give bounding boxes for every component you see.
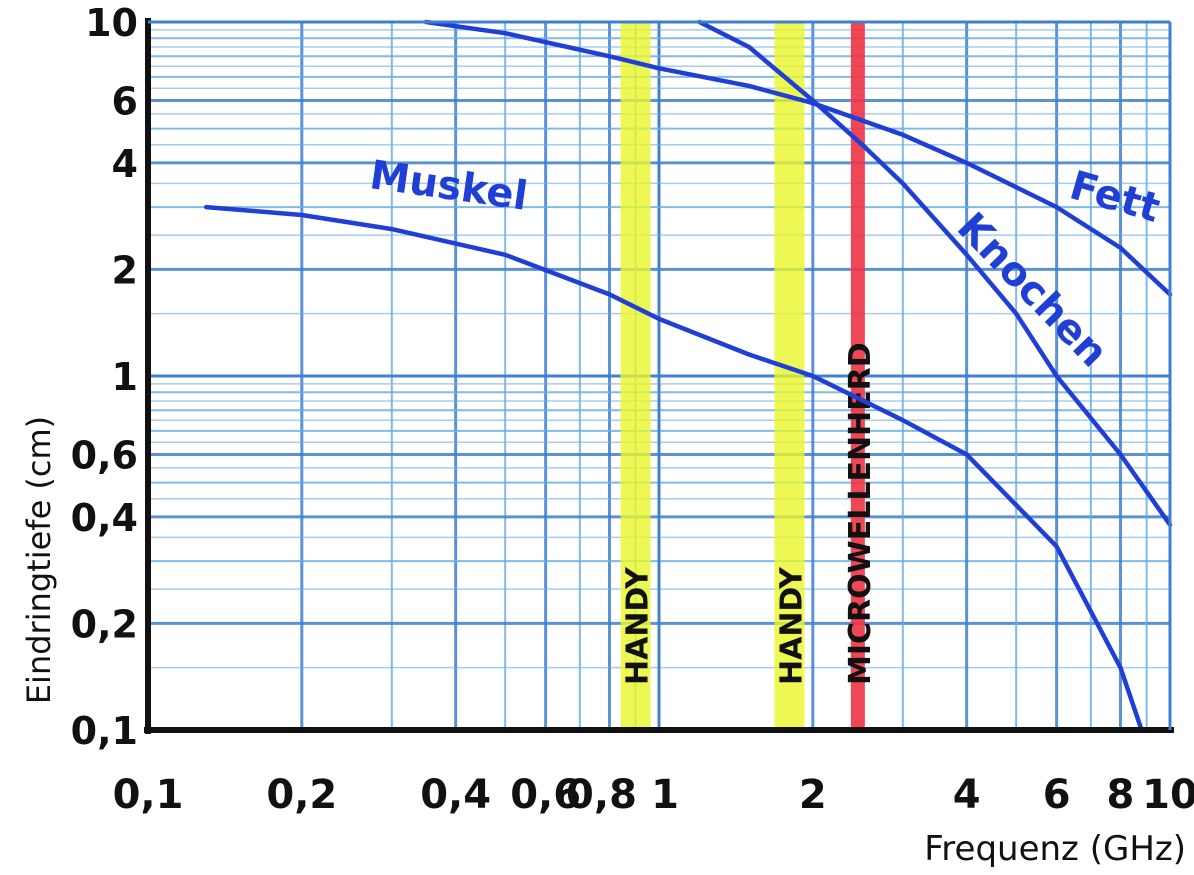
frequency-bands: HANDY HANDY MICROWELLENHERD [620, 22, 878, 730]
y-tick-label: 0,2 [71, 602, 138, 646]
y-tick-label: 6 [112, 80, 138, 124]
x-tick-label: 10 [1142, 772, 1194, 818]
y-tick-labels: 0,1 0,2 0,4 0,6 1 2 4 6 10 [71, 1, 138, 753]
y-tick-label: 0,1 [71, 709, 138, 753]
handy-band [620, 22, 651, 730]
x-axis-label: Frequenz (GHz) [924, 829, 1186, 869]
x-tick-label: 0,2 [266, 772, 337, 818]
handy-band [774, 22, 805, 730]
y-axis-label: Eindringtiefe (cm) [20, 416, 58, 704]
x-tick-label: 4 [953, 772, 981, 818]
y-tick-label: 0,6 [71, 434, 138, 478]
curves [203, 19, 1173, 733]
x-tick-label: 0,1 [113, 772, 184, 818]
curve-knochen [697, 19, 1173, 528]
axes [144, 18, 1174, 734]
x-tick-labels: 0,1 0,2 0,4 0,60,8 1 2 4 6 8 10 [113, 772, 1194, 818]
microwave-band [850, 22, 865, 730]
band-label: HANDY [774, 566, 809, 685]
curve-muskel [203, 204, 1144, 733]
grid [146, 20, 1172, 732]
y-tick-label: 4 [112, 142, 138, 186]
x-tick-label: 6 [1043, 772, 1071, 818]
x-tick-label: 2 [799, 772, 827, 818]
x-tick-label: 0,4 [420, 772, 491, 818]
y-tick-label: 10 [85, 1, 138, 45]
x-tick-label: 0,8 [566, 772, 637, 818]
y-tick-label: 1 [112, 355, 138, 399]
band-label: HANDY [621, 566, 656, 685]
y-tick-label: 2 [112, 248, 138, 292]
x-tick-label: 8 [1107, 772, 1135, 818]
x-tick-label: 1 [651, 772, 679, 818]
y-tick-label: 0,4 [71, 496, 138, 540]
x-tick-label: 0,6 [510, 772, 581, 818]
